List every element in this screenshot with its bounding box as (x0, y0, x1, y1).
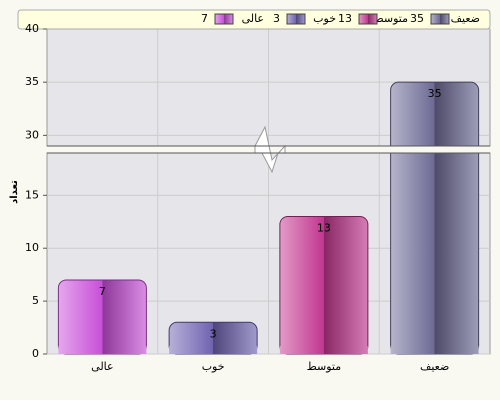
y-axis-label: تعداد (9, 180, 20, 204)
legend-value: 35 (410, 12, 424, 25)
legend: عالی 7 خوب 3 متوسط 13 ضعیف 35 (201, 12, 480, 25)
value-label: 35 (428, 87, 442, 100)
legend-label: ضعیف (451, 12, 480, 25)
legend-swatch (214, 13, 234, 25)
legend-value: 13 (338, 12, 352, 25)
y-tick-label: 15 (25, 188, 39, 201)
y-tick-label: 0 (32, 347, 39, 360)
value-label: 7 (99, 285, 106, 298)
bar-base (169, 346, 258, 354)
y-tick-label: 40 (25, 22, 39, 35)
x-tick-label: ضعیف (420, 360, 449, 373)
bar-base (279, 346, 368, 354)
legend-label: عالی (242, 12, 264, 25)
bar (279, 215, 369, 355)
y-tick-label: 10 (25, 241, 39, 254)
value-label: 13 (317, 221, 331, 234)
legend-swatch (358, 13, 378, 25)
x-tick-label: عالی (91, 360, 113, 373)
bar (390, 81, 480, 355)
y-tick-label: 35 (25, 75, 39, 88)
y-tick-label: 30 (25, 128, 39, 141)
legend-swatch (286, 13, 306, 25)
x-tick-label: خوب (202, 360, 225, 373)
y-tick-label: 5 (32, 294, 39, 307)
legend-value: 7 (201, 12, 208, 25)
legend-swatch (430, 13, 450, 25)
bar-base (58, 346, 147, 354)
bar-base (390, 346, 479, 354)
legend-label: متوسط (373, 12, 408, 25)
x-tick-label: متوسط (307, 360, 342, 373)
value-label: 3 (210, 327, 217, 340)
legend-value: 3 (273, 12, 280, 25)
legend-label: خوب (313, 12, 336, 25)
